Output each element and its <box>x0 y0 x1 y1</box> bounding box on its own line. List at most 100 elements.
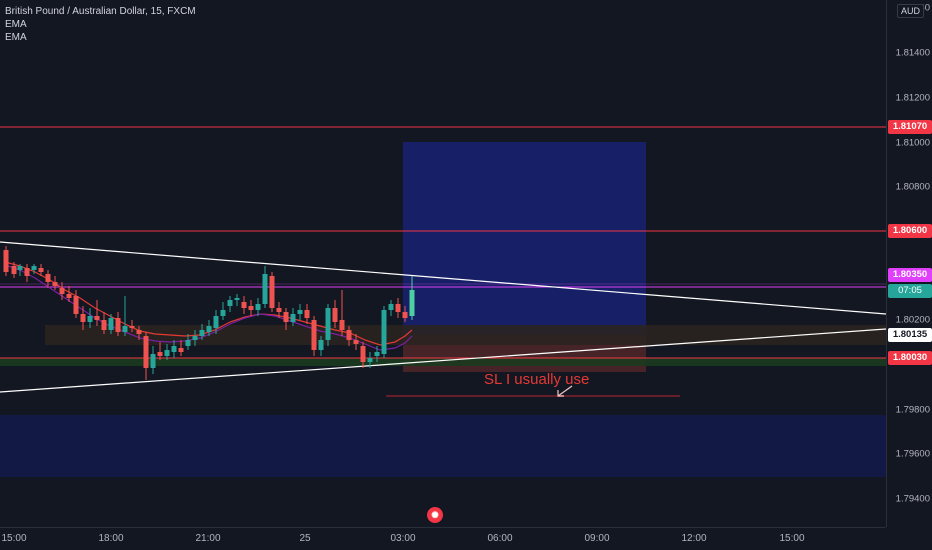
candle-body <box>164 350 170 356</box>
time-tick: 03:00 <box>390 533 416 544</box>
trendline-price-badge: 1.80135 <box>888 328 932 342</box>
price-tick: 1.79400 <box>895 493 930 505</box>
price-tick: 1.81400 <box>895 47 930 59</box>
candle-body <box>45 274 51 282</box>
candle-body <box>11 266 17 274</box>
candle-body <box>339 320 345 330</box>
level-badge-3: 1.80030 <box>888 351 932 365</box>
time-tick: 15:00 <box>1 533 27 544</box>
upper-trendline[interactable] <box>0 241 886 315</box>
time-tick: 09:00 <box>584 533 610 544</box>
candle-body <box>3 250 9 272</box>
price-axis[interactable]: 1.8160 AUD 1.81400 1.81200 1.81000 1.808… <box>886 0 932 527</box>
candle-body <box>94 316 100 320</box>
countdown-badge: 07:05 <box>888 284 932 298</box>
candle-body <box>136 330 142 334</box>
candle-body <box>143 336 149 368</box>
candle-body <box>171 346 177 352</box>
candle-body <box>269 276 275 308</box>
time-tick: 21:00 <box>195 533 221 544</box>
price-tick: 1.80800 <box>895 181 930 193</box>
candle-body <box>346 330 352 340</box>
candle-body <box>206 326 212 332</box>
candle-body <box>262 274 268 304</box>
candle-body <box>199 330 205 336</box>
time-tick: 06:00 <box>487 533 513 544</box>
candle-body <box>255 304 261 310</box>
candle-body <box>185 340 191 346</box>
lower-target-zone <box>0 415 886 477</box>
candle-body <box>52 282 58 286</box>
price-tick: 1.81200 <box>895 92 930 104</box>
candle-body <box>178 348 184 352</box>
level-badge-1: 1.81070 <box>888 120 932 134</box>
candle-body <box>213 316 219 328</box>
time-tick: 18:00 <box>98 533 124 544</box>
arrow-icon <box>557 385 573 397</box>
candle-body <box>290 314 296 322</box>
candle-body <box>297 310 303 314</box>
candle-body <box>248 306 254 310</box>
candle-body <box>24 268 30 276</box>
candle-body <box>388 304 394 310</box>
time-tick: 15:00 <box>779 533 805 544</box>
candle-body <box>59 288 65 294</box>
candle-body <box>325 308 331 340</box>
candle-body <box>283 312 289 322</box>
candle-body <box>395 304 401 312</box>
candle-body <box>304 310 310 318</box>
candle-body <box>108 318 114 330</box>
candle-body <box>402 312 408 318</box>
symbol-title[interactable]: British Pound / Australian Dollar, 15, F… <box>5 6 196 17</box>
candle-body <box>318 340 324 350</box>
position-target-zone[interactable] <box>403 142 646 335</box>
candle-body <box>367 358 373 362</box>
candle-body <box>241 302 247 308</box>
indicator-ema-2[interactable]: EMA <box>5 32 27 43</box>
price-tick: 1.79800 <box>895 404 930 416</box>
price-tick: 1.80200 <box>895 314 930 326</box>
price-tick: 1.79600 <box>895 448 930 460</box>
candle-body <box>353 340 359 344</box>
indicator-ema-1[interactable]: EMA <box>5 19 27 30</box>
chart-pane[interactable]: British Pound / Australian Dollar, 15, F… <box>0 0 886 527</box>
lower-trendline[interactable] <box>0 328 886 393</box>
candle-body <box>129 326 135 328</box>
candle-body <box>87 316 93 322</box>
candle-body <box>227 300 233 306</box>
candle-body <box>409 290 415 316</box>
candle-body <box>31 266 37 270</box>
candle-body <box>38 268 44 272</box>
support-strip[interactable] <box>0 358 886 366</box>
candle-body <box>192 336 198 340</box>
price-chart[interactable] <box>0 0 886 527</box>
ema-red <box>4 261 413 346</box>
tradingview-logo-icon[interactable]: ✺ <box>427 507 443 523</box>
candle-body <box>220 310 226 316</box>
candle-body <box>276 308 282 312</box>
candle-body <box>17 266 23 270</box>
candle-body <box>234 298 240 300</box>
candle-body <box>73 296 79 314</box>
time-tick: 12:00 <box>681 533 707 544</box>
currency-button[interactable]: AUD <box>896 4 924 18</box>
candles <box>3 246 415 380</box>
candle-body <box>80 314 86 322</box>
candle-body <box>381 310 387 354</box>
candle-body <box>157 352 163 356</box>
candle-body <box>311 320 317 350</box>
time-axis[interactable]: 15:00 18:00 21:00 25 03:00 06:00 09:00 1… <box>0 527 886 550</box>
current-price-badge: 1.80350 <box>888 268 932 282</box>
candle-body <box>360 346 366 362</box>
candle-body <box>150 354 156 368</box>
chart-legend[interactable]: British Pound / Australian Dollar, 15, F… <box>5 5 196 44</box>
candle-body <box>122 326 128 332</box>
support-box[interactable] <box>45 325 886 345</box>
time-tick: 25 <box>299 533 311 544</box>
candle-body <box>332 308 338 322</box>
candle-body <box>115 318 121 332</box>
price-tick: 1.81000 <box>895 137 930 149</box>
sl-annotation[interactable]: SL I usually use <box>484 371 590 388</box>
candle-body <box>66 294 72 298</box>
level-badge-2: 1.80600 <box>888 224 932 238</box>
